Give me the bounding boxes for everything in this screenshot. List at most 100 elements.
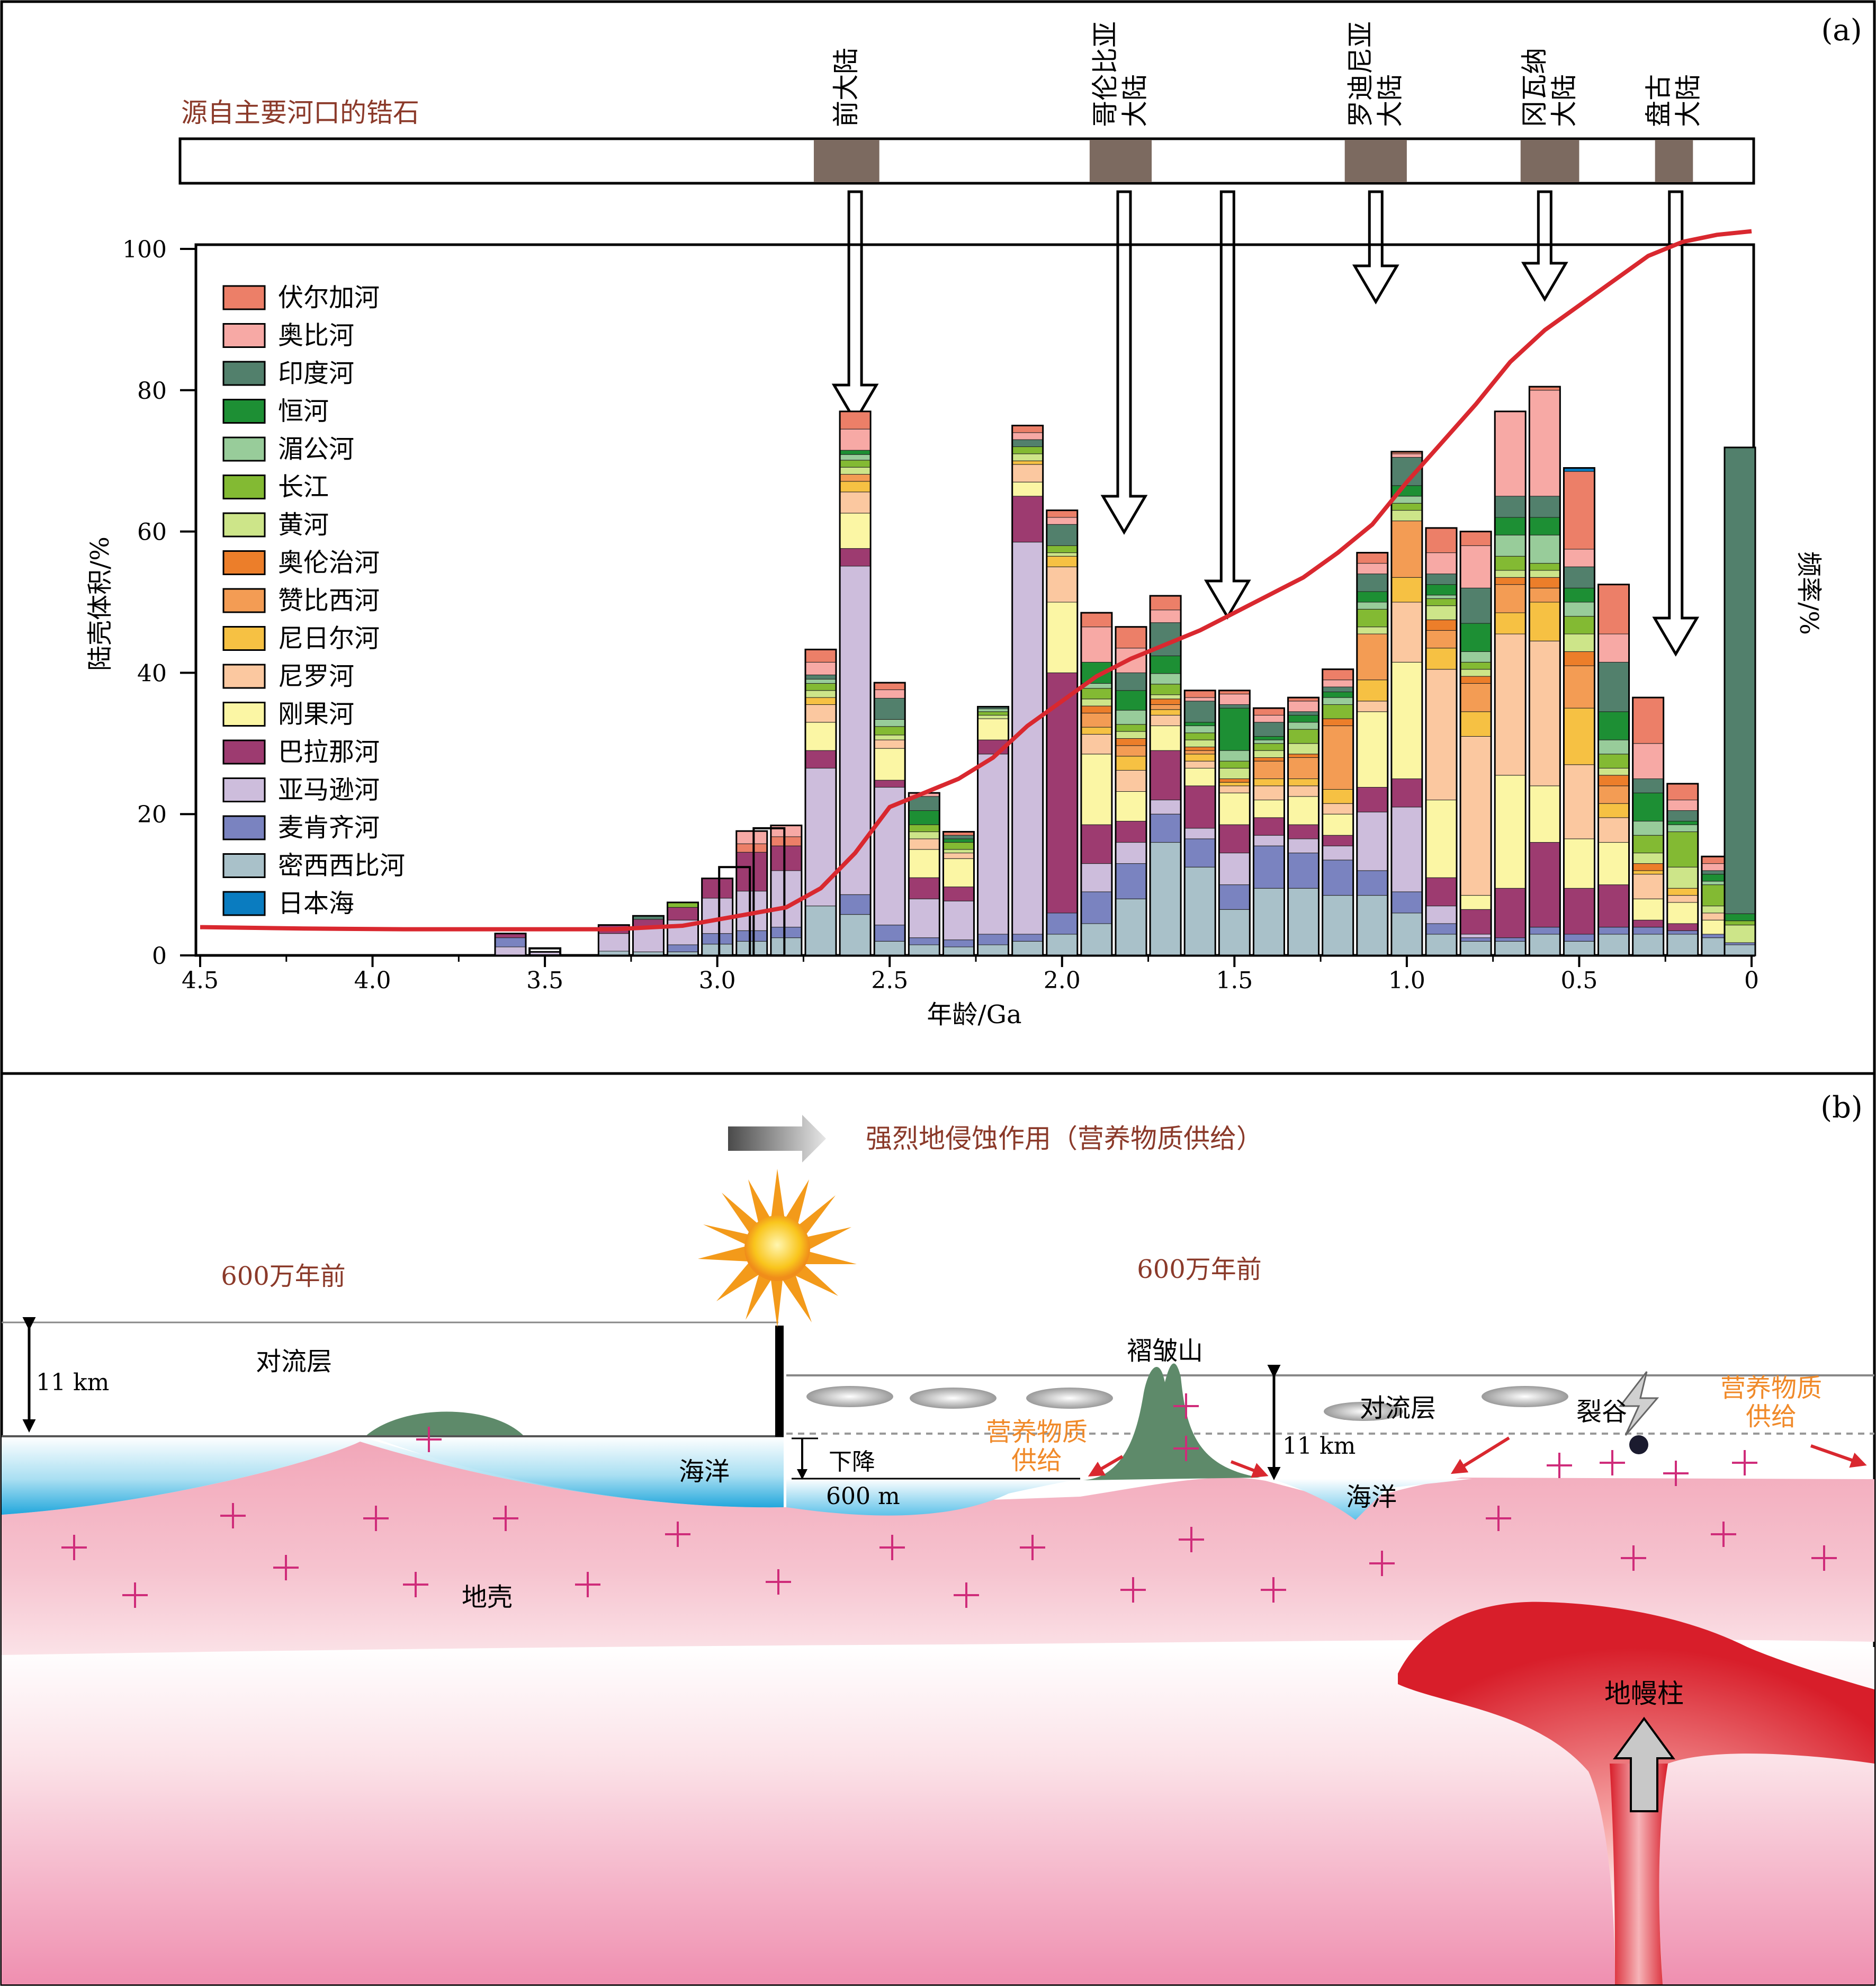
bar-segment — [1460, 895, 1492, 910]
legend-label: 密西西比河 — [278, 851, 405, 881]
panel-b: (b) 强烈地侵蚀作用（营养物质供给） 600万年前 600万年前 对流层 11… — [0, 1072, 1876, 1986]
bar-segment — [1425, 630, 1457, 649]
bar-segment — [839, 411, 871, 430]
bar-segment — [1667, 783, 1699, 801]
bar-outline — [667, 901, 699, 956]
supercontinent-label: 大陆 — [1119, 74, 1150, 127]
plus-mark — [493, 1506, 518, 1531]
bar-segment — [1150, 704, 1181, 710]
bar-segment — [1632, 863, 1664, 871]
bar-segment — [1357, 679, 1388, 702]
bar-segment — [1598, 767, 1630, 776]
right-time: 600万年前 — [1137, 1255, 1262, 1284]
bar-segment — [1632, 792, 1664, 822]
bar-segment — [839, 491, 871, 514]
bar-segment — [1494, 941, 1526, 956]
right-ocean — [786, 1479, 1080, 1516]
plume-up-arrow — [1613, 1716, 1675, 1812]
bar-segment — [1563, 838, 1595, 889]
nutrient-right-label: 营养物质供给 — [1720, 1373, 1822, 1432]
bar-segment — [1322, 860, 1354, 896]
bar-segment — [1150, 714, 1181, 726]
bar-outline — [1322, 668, 1354, 956]
bar-segment — [1425, 527, 1457, 553]
bar-segment — [805, 683, 837, 691]
bar-segment — [1288, 701, 1320, 712]
bar-segment — [1425, 619, 1457, 631]
bar-segment — [1322, 669, 1354, 681]
bar-segment — [1357, 701, 1388, 712]
x-tick-label: 1.0 — [1388, 967, 1425, 994]
bar-outline — [770, 825, 803, 956]
bar-segment — [1322, 704, 1354, 719]
bar-segment — [1357, 633, 1388, 681]
bar-segment — [943, 940, 974, 947]
legend-label: 黄河 — [278, 510, 329, 540]
bar-segment — [1081, 612, 1112, 628]
bar-segment — [977, 711, 1009, 715]
bar-segment — [1115, 627, 1147, 649]
bar-segment — [1012, 460, 1044, 465]
bar-segment — [1529, 496, 1560, 518]
bar-segment — [1632, 874, 1664, 899]
bar-segment — [874, 739, 905, 749]
bar-segment — [1012, 439, 1044, 448]
bar-segment — [1563, 651, 1595, 666]
bar-segment — [1288, 714, 1320, 723]
bar-segment — [1598, 927, 1630, 935]
bar-segment — [1218, 779, 1250, 783]
plus-mark — [1120, 1577, 1146, 1603]
bar-outline — [1080, 612, 1113, 956]
bar-segment — [770, 937, 802, 956]
bar-segment — [839, 454, 871, 461]
bar-segment — [1632, 853, 1664, 864]
bar-segment — [1115, 745, 1147, 757]
panel-a-label: (a) — [1821, 13, 1862, 48]
supercontinent-block — [1655, 140, 1693, 182]
bar-segment — [632, 926, 664, 952]
bar-segment — [874, 726, 905, 736]
legend-swatch — [222, 853, 266, 878]
plus-mark — [1173, 1436, 1199, 1461]
legend-swatch — [222, 626, 266, 651]
y-tick-label: 80 — [137, 378, 167, 405]
bar-segment — [667, 907, 699, 920]
bar-segment — [1598, 775, 1630, 786]
bar-segment — [1218, 704, 1250, 709]
bar-outline — [839, 410, 872, 956]
bar-segment — [908, 944, 940, 956]
bar-segment — [1288, 722, 1320, 730]
legend-swatch — [222, 512, 266, 538]
bar-segment — [977, 708, 1009, 712]
bar-segment — [1081, 754, 1112, 825]
bar-segment — [1184, 739, 1216, 747]
bar-segment — [1184, 838, 1216, 867]
bar-segment — [805, 906, 837, 956]
bar-segment — [1494, 517, 1526, 535]
right-ocean: 海洋 — [1346, 1482, 1397, 1512]
bar-segment — [805, 704, 837, 723]
bar-segment — [1253, 739, 1285, 744]
bar-segment — [1218, 785, 1250, 793]
bar-segment — [1046, 934, 1078, 956]
bar-segment — [1184, 697, 1216, 702]
supercontinent-block — [813, 140, 879, 182]
bar-segment — [977, 934, 1009, 945]
y-axis-label: 陆壳体积/% — [85, 536, 115, 671]
bar-segment — [1529, 390, 1560, 497]
bar-segment — [1724, 944, 1756, 956]
bar-segment — [1322, 725, 1354, 790]
bar-segment — [1425, 574, 1457, 585]
bar-segment — [1218, 909, 1250, 956]
bar-segment — [1184, 746, 1216, 751]
bar-segment — [1046, 510, 1078, 518]
bar-segment — [1460, 909, 1492, 935]
bar-segment — [1563, 665, 1595, 709]
bar-segment — [1218, 708, 1250, 751]
bar-segment — [839, 566, 871, 895]
bar-segment — [1563, 566, 1595, 588]
bar-segment — [1046, 602, 1078, 673]
bar-segment — [1150, 673, 1181, 685]
supercontinent-label: 哥伦比亚 — [1090, 21, 1120, 127]
